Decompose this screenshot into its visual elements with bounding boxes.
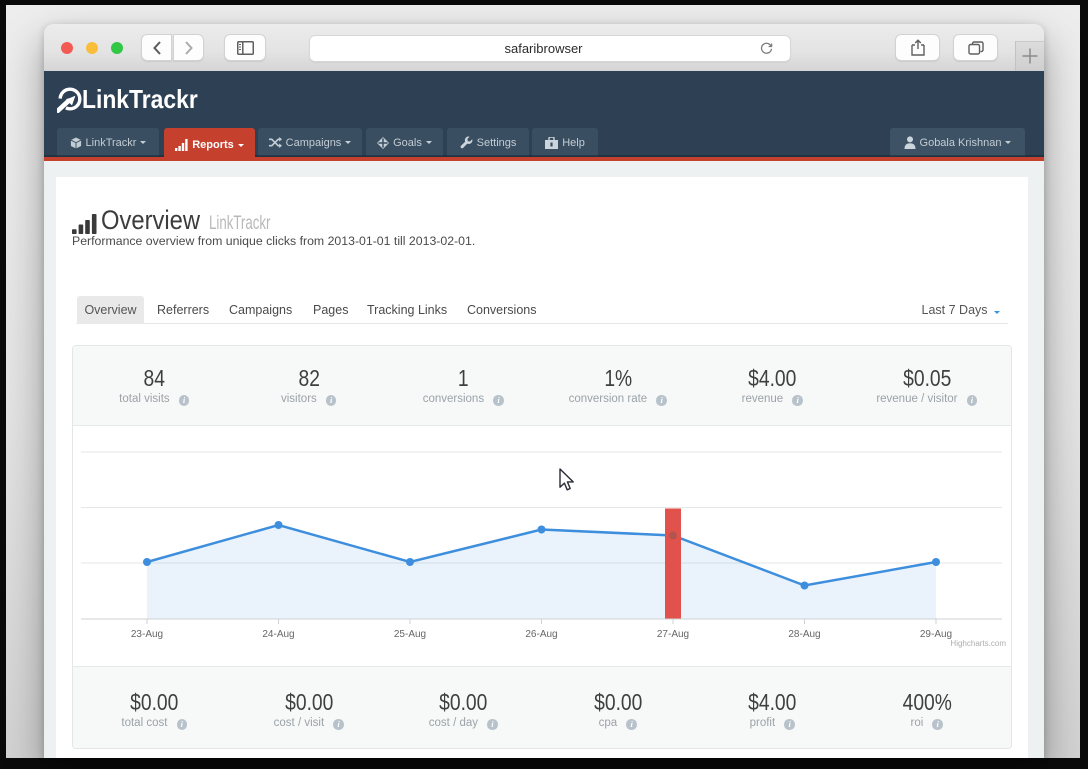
svg-text:26-Aug: 26-Aug: [525, 629, 557, 640]
svg-text:27-Aug: 27-Aug: [657, 629, 689, 640]
svg-text:24-Aug: 24-Aug: [262, 629, 294, 640]
svg-text:29-Aug: 29-Aug: [920, 629, 952, 640]
svg-text:28-Aug: 28-Aug: [788, 629, 820, 640]
svg-text:23-Aug: 23-Aug: [131, 629, 163, 640]
svg-text:25-Aug: 25-Aug: [394, 629, 426, 640]
svg-text:Highcharts.com: Highcharts.com: [950, 639, 1006, 648]
